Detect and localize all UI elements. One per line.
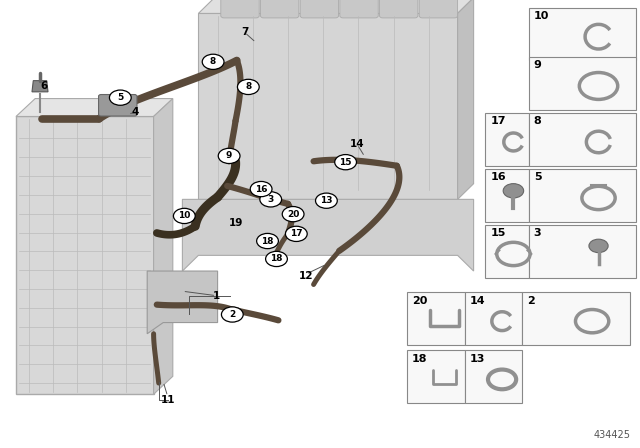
Text: 2: 2	[527, 296, 535, 306]
Circle shape	[260, 192, 282, 207]
Bar	[529, 169, 636, 222]
Circle shape	[202, 54, 224, 69]
Circle shape	[257, 233, 278, 249]
Bar	[407, 292, 465, 345]
Circle shape	[221, 307, 243, 322]
Text: 18: 18	[261, 237, 274, 246]
Text: 3: 3	[534, 228, 541, 238]
Polygon shape	[458, 0, 474, 199]
FancyBboxPatch shape	[221, 0, 259, 18]
Polygon shape	[147, 271, 218, 334]
Bar	[407, 350, 465, 403]
Text: 5: 5	[117, 93, 124, 102]
Bar	[465, 350, 522, 403]
Polygon shape	[16, 99, 173, 116]
Bar	[485, 113, 529, 166]
FancyBboxPatch shape	[16, 116, 154, 394]
Text: 6: 6	[40, 81, 47, 91]
Text: 11: 11	[161, 395, 175, 405]
Text: 434425: 434425	[593, 431, 630, 440]
Circle shape	[266, 251, 287, 267]
Text: 18: 18	[412, 354, 428, 364]
Circle shape	[503, 184, 524, 198]
FancyBboxPatch shape	[419, 0, 458, 18]
Text: 8: 8	[245, 82, 252, 91]
Text: 10: 10	[534, 11, 549, 21]
Text: 13: 13	[320, 196, 333, 205]
Text: 10: 10	[178, 211, 191, 220]
Bar	[485, 225, 529, 278]
Text: 19: 19	[228, 218, 243, 228]
Text: 20: 20	[412, 296, 428, 306]
Circle shape	[282, 207, 304, 222]
Text: 8: 8	[534, 116, 541, 126]
Circle shape	[589, 239, 608, 253]
Bar	[485, 169, 529, 222]
Text: 7: 7	[241, 27, 248, 37]
Circle shape	[316, 193, 337, 208]
Text: 18: 18	[270, 254, 283, 263]
FancyBboxPatch shape	[260, 0, 299, 18]
Bar	[465, 292, 522, 345]
Circle shape	[250, 181, 272, 197]
Circle shape	[335, 155, 356, 170]
Text: 20: 20	[287, 210, 300, 219]
Circle shape	[218, 148, 240, 164]
Text: 15: 15	[490, 228, 506, 238]
Text: 16: 16	[490, 172, 506, 182]
Text: 9: 9	[226, 151, 232, 160]
Polygon shape	[32, 81, 48, 92]
Polygon shape	[198, 0, 474, 13]
Bar	[529, 113, 636, 166]
Circle shape	[237, 79, 259, 95]
Circle shape	[285, 226, 307, 241]
Text: 17: 17	[490, 116, 506, 126]
Text: 13: 13	[470, 354, 485, 364]
Text: 17: 17	[290, 229, 303, 238]
FancyBboxPatch shape	[340, 0, 378, 18]
Bar	[522, 292, 630, 345]
FancyBboxPatch shape	[380, 0, 418, 18]
Text: 4: 4	[132, 107, 140, 117]
Text: 14: 14	[350, 139, 364, 149]
Text: 12: 12	[299, 271, 313, 280]
Bar	[198, 13, 458, 199]
FancyBboxPatch shape	[99, 95, 137, 116]
FancyBboxPatch shape	[300, 0, 339, 18]
Text: 14: 14	[470, 296, 485, 306]
Circle shape	[109, 90, 131, 105]
Text: 3: 3	[268, 195, 274, 204]
Text: 15: 15	[339, 158, 352, 167]
Text: 5: 5	[534, 172, 541, 182]
Text: 2: 2	[229, 310, 236, 319]
Bar	[529, 225, 636, 278]
Text: 16: 16	[255, 185, 268, 194]
Bar	[529, 57, 636, 110]
Circle shape	[173, 208, 195, 224]
Text: 9: 9	[534, 60, 541, 70]
Text: 8: 8	[210, 57, 216, 66]
Polygon shape	[182, 199, 474, 271]
Polygon shape	[154, 99, 173, 394]
Text: 1: 1	[212, 291, 220, 301]
Bar	[529, 8, 636, 60]
